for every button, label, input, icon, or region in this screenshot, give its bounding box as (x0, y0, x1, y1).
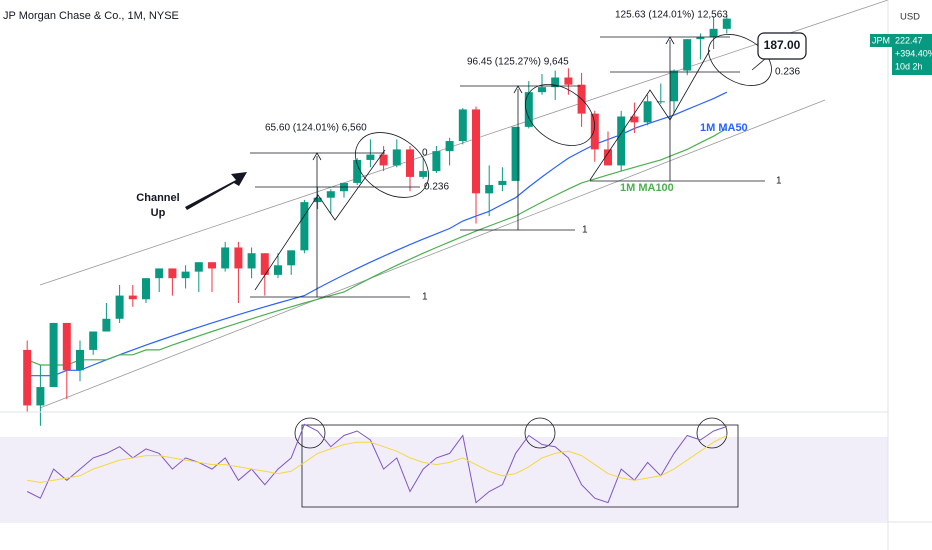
candle-body (155, 268, 164, 279)
channel-bottom (39, 99, 826, 409)
candle-body (590, 113, 599, 150)
candle-body (194, 262, 203, 272)
candle-body (102, 318, 111, 332)
fib-label: 96.45 (125.27%) 9,645 (467, 57, 569, 68)
candle-body (62, 322, 71, 371)
channel-label: Up (151, 207, 166, 219)
candle-body (76, 349, 84, 371)
candle-body (181, 271, 190, 279)
candle-body (326, 191, 335, 198)
candle-body (208, 262, 216, 269)
chart-title: JP Morgan Chase & Co., 1M, NYSE (3, 10, 179, 22)
change: +394.40% (895, 48, 932, 58)
candle-body (221, 247, 230, 269)
channel-label: Channel (136, 192, 179, 204)
candle-body (274, 265, 282, 275)
fib-label: 125.63 (124.01%) 12,563 (615, 10, 728, 21)
rsi-line (27, 435, 728, 484)
rsi-line (26, 423, 727, 504)
candle-body (234, 247, 243, 269)
candle-body (604, 149, 612, 166)
ma-label: 1M MA50 (700, 122, 748, 134)
candle-body (709, 28, 718, 38)
rsi (26, 423, 728, 504)
candle-body (392, 149, 401, 166)
candles (23, 15, 731, 426)
price: 222.47 (895, 35, 923, 45)
candle-body (538, 87, 546, 93)
currency: USD (900, 12, 920, 23)
countdown: 10d 2h (895, 61, 923, 71)
fib-level: 0.236 (424, 182, 449, 193)
candle-body (472, 109, 480, 194)
candle-body (432, 151, 441, 172)
candle-body (458, 109, 467, 142)
candle-body (630, 116, 639, 123)
ma-line (26, 127, 728, 366)
drawings (250, 32, 807, 508)
symbol: JPM (872, 35, 890, 45)
title-bg (0, 8, 175, 24)
candle-body (260, 253, 269, 275)
candle-body (168, 268, 177, 279)
candle-body (564, 77, 573, 85)
candle-body (313, 197, 322, 203)
ma-label: 1M MA100 (620, 182, 674, 194)
candle-body (511, 126, 520, 181)
arrow (185, 172, 247, 210)
candle-body (142, 278, 150, 300)
symbol-box (870, 34, 892, 47)
candle-body (485, 184, 494, 194)
candle-body (406, 149, 414, 177)
candle-body (287, 250, 296, 266)
price-box (892, 34, 932, 75)
candle-body (366, 154, 375, 160)
candle-body (551, 77, 560, 88)
fib-level: 0.236 (775, 67, 800, 78)
candle-body (23, 349, 32, 406)
candle-body (247, 253, 256, 269)
fib-label: 65.60 (124.01%) 6,560 (265, 123, 367, 134)
candle-body (696, 37, 705, 40)
candle-body (353, 159, 362, 183)
candle-body (36, 387, 45, 406)
fib-level: 1 (582, 225, 588, 236)
channel-top (39, 0, 889, 286)
candle-body (498, 180, 507, 185)
rsi-band (0, 437, 888, 521)
candle-body (128, 295, 137, 300)
candle-body (683, 39, 692, 71)
ma-lines (26, 91, 728, 377)
candle-body (656, 101, 665, 103)
candle-body (722, 18, 731, 29)
ma-line (27, 91, 728, 377)
candle-body (670, 70, 678, 102)
candle-body (379, 154, 388, 166)
fib-level: 1 (776, 176, 782, 187)
candle-body (300, 202, 309, 251)
candle-body (445, 141, 454, 152)
fib-level: 1 (422, 292, 428, 303)
candle-body (524, 92, 533, 127)
target-label: 187.00 (764, 38, 801, 52)
candle-body (643, 101, 652, 123)
candle-body (617, 116, 626, 166)
candle-body (115, 295, 124, 319)
fib-level: 0 (422, 148, 428, 159)
candle-body (89, 331, 98, 350)
candle-body (49, 322, 58, 388)
candle-body (419, 171, 428, 177)
